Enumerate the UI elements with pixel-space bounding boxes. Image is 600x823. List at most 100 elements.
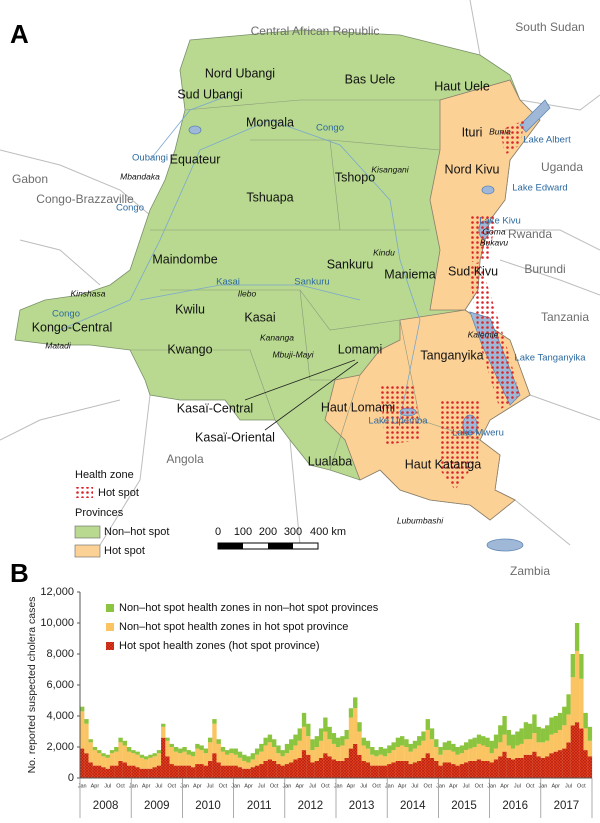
bar-segment [536,742,541,757]
bar-segment [169,743,174,747]
bar-segment [297,728,302,741]
bar-segment [438,754,443,766]
bar-segment [233,765,238,778]
bar-segment [553,716,558,734]
bar-segment [156,753,162,766]
bar-segment [156,750,162,754]
citie-label: Bunia [489,126,511,136]
bar-segment [118,742,123,761]
x-tick-label: Oct [526,783,535,789]
bar-segment [391,750,396,763]
bar-segment [101,767,106,778]
bar-segment [114,765,119,778]
bar-segment [208,760,213,778]
water-label: Congo [116,203,144,214]
y-tick-label: 2,000 [46,741,74,753]
bar-segment [344,757,349,778]
citie-label: Bukavu [480,237,509,247]
bar-segment [114,751,119,766]
bar-segment [353,743,358,778]
bar-segment [408,743,413,752]
bar-segment [242,754,247,761]
bar-segment [284,753,290,765]
bar-segment [105,757,110,769]
bar-segment [374,756,379,766]
bar-segment [498,725,503,743]
legend-label: Hot spot [98,487,139,499]
bar-segment [229,765,234,778]
bar-segment [212,723,217,754]
bar-segment [510,734,516,749]
bar-segment [331,733,337,744]
water-label: Lake Albert [523,135,571,146]
bar-segment [156,765,162,778]
bar-segment [165,737,170,741]
bar-segment [476,734,482,744]
bar-segment [165,740,170,757]
bar-segment [139,768,145,778]
x-tick-label: Oct [423,783,432,789]
bar-segment [425,719,430,730]
bar-segment [293,745,298,760]
bar-segment [412,762,418,778]
panel-label: B [10,558,29,588]
x-tick-label: Oct [577,783,586,789]
bar-segment [400,745,405,761]
x-tick-label: Jul [514,783,521,789]
bar-segment [327,726,332,740]
bar-segment [272,739,277,747]
bar-segment [199,745,204,751]
bar-segment [220,751,226,766]
bar-segment [259,764,264,778]
scale-label: 300 [284,526,302,538]
bar-segment [344,729,349,740]
bar-segment [472,737,477,747]
year-label: 2014 [400,800,426,812]
bar-segment [318,740,324,758]
y-tick-label: 0 [68,772,74,784]
citie-label: Lubumbashi [397,515,444,525]
province-label: Bas Uele [345,72,396,86]
bar-segment [583,712,588,729]
bar-segment [408,764,413,778]
bar-segment [165,756,170,778]
bar-segment [254,754,260,766]
bar-segment [144,768,149,778]
province-label: Sud Ubangi [177,87,242,101]
bar-segment [579,728,584,778]
province-label: Tshuapa [246,190,293,204]
x-tick-label: Apr [449,783,458,789]
water-label: Lake Tanganyika [514,353,586,364]
bar-segment [92,750,98,766]
bar-segment [370,765,375,778]
bar-segment [152,756,157,768]
bar-segment [425,729,430,754]
bar-segment [382,748,388,757]
bar-segment [387,745,392,754]
bar-segment [148,754,153,758]
bar-segment [459,753,465,765]
bar-segment [301,750,307,778]
bar-segment [574,722,580,778]
bar-segment [515,757,520,778]
bar-segment [280,756,285,766]
bar-segment [276,764,281,778]
bar-segment [365,762,371,778]
bar-segment [301,726,307,751]
bar-segment [289,762,294,778]
rivers [59,94,421,421]
bar-segment [301,712,307,727]
bar-segment [549,717,554,735]
bar-segment [182,765,187,778]
countrie-label: South Sudan [515,20,584,34]
bar-segment [528,723,533,740]
bar-segment [391,742,396,751]
bar-segment [118,760,123,778]
bar-segment [289,739,294,751]
bar-segment [395,747,401,761]
bar-segment [186,765,192,778]
bar-segment [464,762,469,778]
bar-segment [225,765,230,778]
province-label: Sud Kivu [448,264,498,278]
x-tick-label: Jul [309,783,316,789]
